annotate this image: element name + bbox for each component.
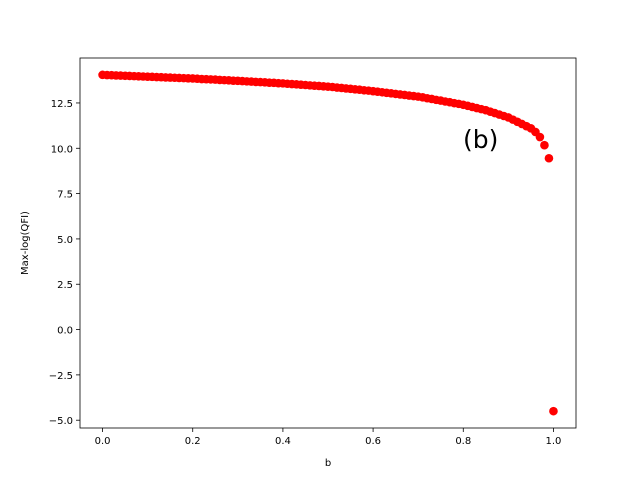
y-tick-label: 7.5 — [57, 190, 73, 201]
y-axis-label: Max-log(QFI) — [20, 211, 31, 275]
point — [540, 140, 549, 150]
x-axis-label: b — [325, 458, 331, 469]
y-tick-label: −2.5 — [49, 371, 73, 382]
point — [535, 132, 545, 142]
y-tick-label: 0.0 — [57, 326, 73, 337]
x-tick-label: 0.0 — [95, 436, 111, 447]
annotation: (b) — [463, 125, 498, 154]
y-tick-label: 10.0 — [51, 144, 73, 155]
y-tick-label: 12.5 — [51, 99, 73, 110]
x-tick-label: 0.4 — [275, 436, 291, 447]
y-tick-label: 2.5 — [57, 280, 73, 291]
x-tick-label: 1.0 — [546, 436, 562, 447]
y-tick-label: 5.0 — [57, 235, 73, 246]
y-tick-label: −5.0 — [49, 416, 73, 427]
x-tick-label: 0.8 — [455, 436, 471, 447]
point — [549, 406, 558, 416]
x-tick-label: 0.6 — [365, 436, 381, 447]
x-tick-label: 0.2 — [185, 436, 201, 447]
point — [544, 153, 554, 163]
plot-frame — [79, 57, 577, 429]
